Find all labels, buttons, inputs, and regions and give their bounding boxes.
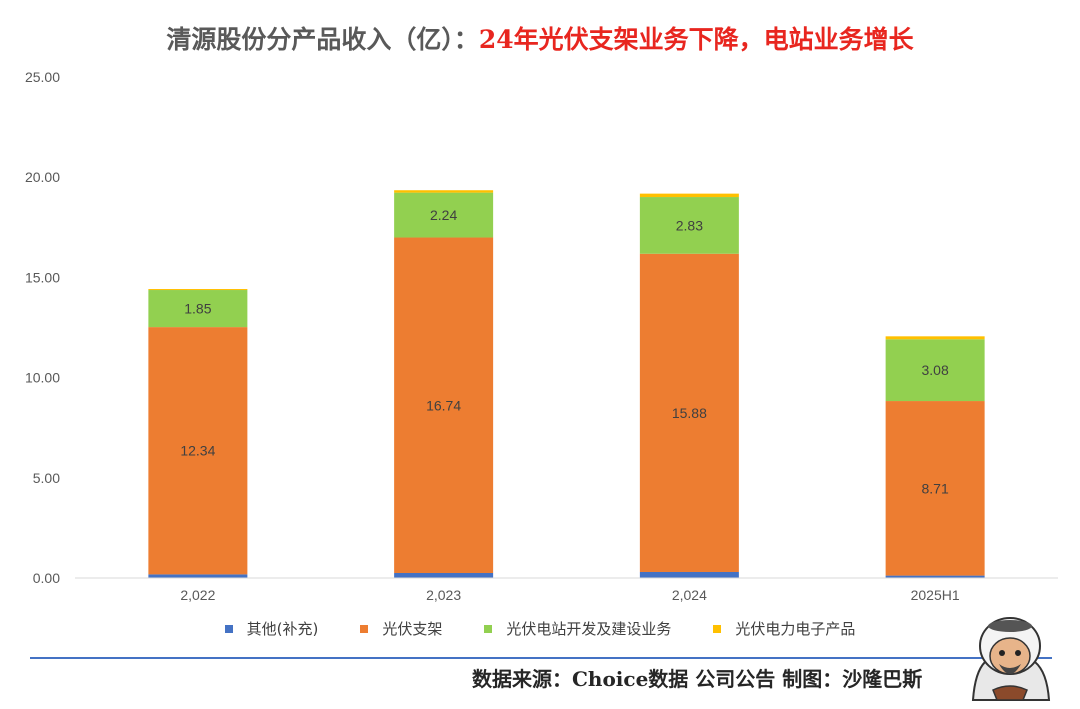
legend-label: 光伏支架 (382, 620, 443, 638)
legend-item: 其他(补充) (224, 618, 319, 639)
chart-title-main: 清源股份分产品收入（亿）： (166, 25, 479, 54)
y-tick-label: 5.00 (33, 470, 60, 486)
bar-segment (148, 290, 248, 328)
y-tick-label: 15.00 (25, 269, 60, 285)
separator-line (30, 657, 1052, 659)
bar-segment (394, 237, 494, 573)
legend: 其他(补充) 光伏支架 光伏电站开发及建设业务 光伏电力电子产品 (0, 618, 1080, 639)
y-tick-label: 20.00 (25, 169, 60, 185)
x-tick-label: 2025H1 (911, 587, 960, 603)
legend-swatch (224, 624, 233, 633)
bar-segment (885, 339, 985, 402)
stacked-bar-chart: 0.00 5.00 10.00 15.00 20.00 25.00 12.34 16.74 15… (25, 69, 1058, 603)
data-label: 12.34 (180, 443, 215, 459)
data-label: 8.71 (922, 480, 949, 496)
bar-segment (394, 192, 494, 238)
legend-swatch (713, 624, 722, 633)
legend-swatch (484, 624, 493, 633)
y-tick-label: 0.00 (33, 570, 60, 586)
bar-segment (885, 575, 985, 578)
data-label: 3.08 (922, 362, 949, 378)
bar-segment (394, 572, 494, 578)
bar-segment (148, 574, 248, 578)
bar-segment (885, 401, 985, 576)
chart-title: 清源股份分产品收入（亿）：24年光伏支架业务下降，电站业务增长 (0, 20, 1080, 56)
data-label: 2.24 (430, 207, 457, 223)
data-label: 2.83 (676, 217, 703, 233)
data-label: 16.74 (426, 397, 461, 413)
legend-label: 光伏电站开发及建设业务 (506, 620, 672, 638)
source-note: 数据来源：Choice数据 公司公告 制图：沙隆巴斯 (472, 667, 923, 691)
bar-segment (148, 289, 248, 291)
legend-item: 光伏电力电子产品 (713, 618, 855, 639)
y-tick-label: 25.00 (25, 69, 60, 85)
bar-segment (639, 193, 739, 198)
cartoon-sheikh-avatar-icon (971, 617, 1051, 701)
legend-label: 其他(补充) (246, 620, 319, 638)
legend-label: 光伏电力电子产品 (735, 620, 856, 638)
bar-segment (885, 336, 985, 340)
data-label: 1.85 (184, 301, 211, 317)
chart-title-highlight: 24年光伏支架业务下降，电站业务增长 (478, 25, 914, 54)
bar-segment (148, 327, 248, 575)
bar-segment (639, 253, 739, 572)
data-label: 15.88 (672, 405, 707, 421)
y-tick-label: 10.00 (25, 370, 60, 386)
legend-swatch (360, 624, 369, 633)
x-tick-label: 2,022 (180, 587, 215, 603)
legend-item: 光伏电站开发及建设业务 (484, 618, 671, 639)
bar-segment (639, 571, 739, 578)
legend-item: 光伏支架 (360, 618, 442, 639)
bar-segment (639, 197, 739, 254)
bar-segment (394, 190, 494, 193)
x-tick-label: 2,023 (426, 587, 461, 603)
x-tick-label: 2,024 (672, 587, 707, 603)
